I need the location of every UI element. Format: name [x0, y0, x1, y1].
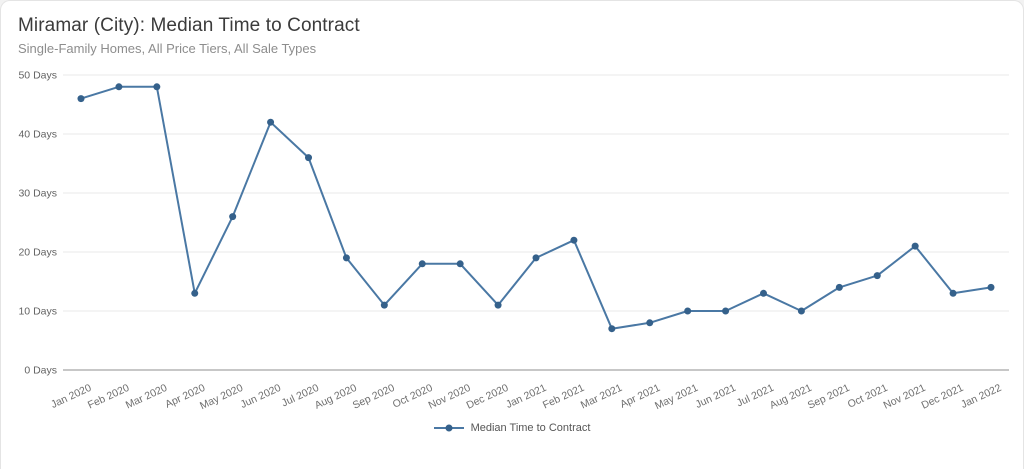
data-point[interactable]: [835, 283, 843, 291]
data-point[interactable]: [873, 272, 881, 280]
x-tick-label: Feb 2020: [86, 382, 131, 412]
data-point[interactable]: [153, 83, 161, 91]
data-point[interactable]: [342, 254, 350, 262]
x-tick-label: Jun 2020: [239, 382, 283, 411]
data-point[interactable]: [722, 307, 730, 315]
x-tick-label: May 2020: [198, 382, 245, 412]
x-tick-label: Nov 2020: [427, 382, 473, 412]
data-point[interactable]: [760, 289, 767, 297]
x-tick-label: Jan 2020: [49, 382, 93, 411]
legend-item[interactable]: Median Time to Contract: [1, 422, 1023, 434]
data-point[interactable]: [646, 319, 654, 327]
y-tick-label: 30 Days: [18, 188, 57, 200]
x-tick-label: Dec 2020: [465, 382, 511, 412]
data-point[interactable]: [684, 307, 692, 315]
data-point[interactable]: [911, 242, 919, 250]
data-point[interactable]: [305, 154, 312, 162]
data-point[interactable]: [418, 260, 426, 268]
x-tick-label: Aug 2021: [768, 382, 814, 412]
x-tick-label: Feb 2021: [541, 382, 586, 412]
x-tick-label: Jan 2021: [504, 382, 548, 411]
data-point[interactable]: [267, 118, 275, 126]
x-tick-label: Aug 2020: [313, 382, 359, 412]
chart-header: Miramar (City): Median Time to Contract …: [18, 15, 360, 56]
x-tick-label: Oct 2021: [846, 382, 890, 411]
legend-label: Median Time to Contract: [470, 422, 591, 434]
legend-marker-icon: [433, 424, 464, 432]
x-tick-label: Sep 2021: [806, 382, 852, 412]
y-tick-label: 20 Days: [18, 247, 57, 259]
data-point[interactable]: [949, 289, 957, 297]
data-point[interactable]: [191, 289, 199, 297]
data-point[interactable]: [987, 283, 995, 291]
y-tick-label: 50 Days: [18, 70, 57, 82]
x-tick-label: Jun 2021: [694, 382, 738, 411]
data-point[interactable]: [494, 301, 502, 309]
data-point[interactable]: [77, 95, 85, 103]
data-point[interactable]: [608, 325, 616, 333]
data-point[interactable]: [115, 83, 123, 91]
y-tick-label: 10 Days: [18, 306, 57, 318]
x-tick-label: Oct 2020: [391, 382, 435, 411]
data-point[interactable]: [456, 260, 464, 268]
y-tick-label: 0 Days: [24, 365, 57, 377]
data-point[interactable]: [532, 254, 540, 262]
y-tick-label: 40 Days: [18, 129, 57, 141]
chart-subtitle: Single-Family Homes, All Price Tiers, Al…: [18, 41, 317, 56]
x-tick-label: Mar 2020: [124, 382, 169, 412]
data-point[interactable]: [570, 236, 578, 244]
x-tick-label: Nov 2021: [882, 382, 928, 412]
data-point[interactable]: [797, 307, 805, 315]
x-tick-label: May 2021: [653, 382, 700, 412]
data-point[interactable]: [229, 213, 237, 221]
x-tick-label: Mar 2021: [579, 382, 624, 412]
chart-title: Miramar (City): Median Time to Contract: [18, 15, 360, 36]
x-tick-label: Sep 2020: [351, 382, 397, 412]
x-tick-label: Jan 2022: [959, 382, 1003, 411]
x-tick-label: Dec 2021: [920, 382, 966, 412]
data-point[interactable]: [380, 301, 388, 309]
series-line: [80, 85, 992, 330]
